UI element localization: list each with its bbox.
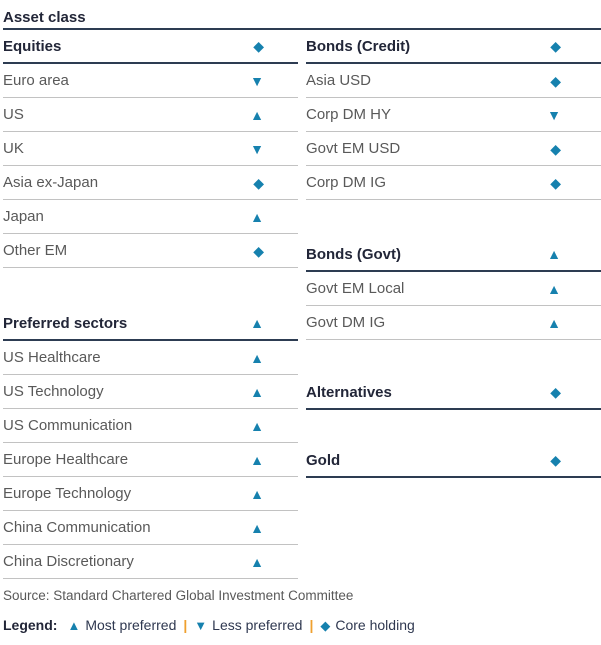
section-preferred-sectors: Preferred sectors ▲ US Healthcare ▲ US T… [3, 307, 298, 579]
table-row: China Discretionary ▲ [3, 545, 298, 579]
legend-label: Legend: [3, 617, 58, 633]
row-label: Corp DM IG [306, 174, 387, 191]
section-header-gold: Gold ◆ [306, 444, 601, 478]
core-holding-icon: ◆ [550, 384, 561, 400]
row-label: Govt EM USD [306, 140, 401, 157]
core-holding-icon: ◆ [253, 38, 264, 54]
core-holding-icon: ◆ [550, 140, 561, 157]
most-preferred-icon: ▲ [250, 553, 264, 570]
section-bonds-credit: Bonds (Credit) ◆ Asia USD ◆ Corp DM HY ▼… [306, 30, 601, 200]
most-preferred-icon: ▲ [250, 519, 264, 536]
section-header-bonds-govt: Bonds (Govt) ▲ [306, 238, 601, 272]
table-row: Europe Technology ▲ [3, 477, 298, 511]
section-header-bonds-credit: Bonds (Credit) ◆ [306, 30, 601, 64]
section-equities: Equities ◆ Euro area ▼ US ▲ UK ▼ Asia ex… [3, 30, 298, 268]
most-preferred-icon: ▲ [250, 208, 264, 225]
table-row: Japan ▲ [3, 200, 298, 234]
row-label: Japan [3, 208, 44, 225]
row-label: US Healthcare [3, 349, 101, 366]
table-row: Euro area ▼ [3, 64, 298, 98]
table-row: Asia ex-Japan ◆ [3, 166, 298, 200]
most-preferred-icon: ▲ [250, 315, 264, 331]
section-header-label: Gold [306, 451, 341, 469]
section-header-alternatives: Alternatives ◆ [306, 376, 601, 410]
row-label: US Technology [3, 383, 104, 400]
row-label: US Communication [3, 417, 133, 434]
row-label: Europe Healthcare [3, 451, 129, 468]
table-row: Govt EM USD ◆ [306, 132, 601, 166]
table-columns: Equities ◆ Euro area ▼ US ▲ UK ▼ Asia ex… [3, 30, 601, 579]
core-holding-icon: ◆ [550, 452, 561, 468]
row-label: US [3, 106, 24, 123]
table-row: Corp DM IG ◆ [306, 166, 601, 200]
legend: Legend: ▲ Most preferred | ▼ Less prefer… [3, 614, 601, 636]
legend-item-text: Core holding [335, 617, 415, 633]
table-row: China Communication ▲ [3, 511, 298, 545]
most-preferred-icon: ▲ [250, 451, 264, 468]
row-label: Asia USD [306, 72, 372, 89]
core-holding-icon: ◆ [253, 242, 264, 259]
right-column: Bonds (Credit) ◆ Asia USD ◆ Corp DM HY ▼… [306, 30, 601, 478]
table-row: US Healthcare ▲ [3, 341, 298, 375]
section-alternatives: Alternatives ◆ [306, 376, 601, 410]
table-row: UK ▼ [3, 132, 298, 166]
legend-item-text: Most preferred [85, 617, 177, 633]
section-header-equities: Equities ◆ [3, 30, 298, 64]
most-preferred-icon: ▲ [67, 617, 81, 633]
table-row: Asia USD ◆ [306, 64, 601, 98]
table-row: Other EM ◆ [3, 234, 298, 268]
table-row: US Technology ▲ [3, 375, 298, 409]
core-holding-icon: ◆ [320, 617, 331, 633]
row-label: China Discretionary [3, 553, 134, 570]
page-title: Asset class [3, 7, 601, 30]
core-holding-icon: ◆ [550, 174, 561, 191]
section-header-label: Bonds (Govt) [306, 245, 401, 263]
less-preferred-icon: ▼ [250, 140, 264, 157]
legend-separator: | [309, 617, 314, 633]
row-label: Corp DM HY [306, 106, 392, 123]
most-preferred-icon: ▲ [547, 314, 561, 331]
table-row: Corp DM HY ▼ [306, 98, 601, 132]
table-row: US Communication ▲ [3, 409, 298, 443]
most-preferred-icon: ▲ [547, 280, 561, 297]
less-preferred-icon: ▼ [194, 617, 208, 633]
row-label: Other EM [3, 242, 68, 259]
table-row: Europe Healthcare ▲ [3, 443, 298, 477]
row-label: Govt DM IG [306, 314, 386, 331]
row-label: Euro area [3, 72, 69, 89]
section-header-label: Bonds (Credit) [306, 37, 411, 55]
section-header-label: Preferred sectors [3, 314, 128, 332]
table-row: Govt DM IG ▲ [306, 306, 601, 340]
section-gold: Gold ◆ [306, 444, 601, 478]
section-header-label: Alternatives [306, 383, 392, 401]
core-holding-icon: ◆ [253, 174, 264, 191]
row-label: China Communication [3, 519, 151, 536]
most-preferred-icon: ▲ [250, 106, 264, 123]
core-holding-icon: ◆ [550, 72, 561, 89]
row-label: Govt EM Local [306, 280, 405, 297]
table-row: Govt EM Local ▲ [306, 272, 601, 306]
most-preferred-icon: ▲ [547, 246, 561, 262]
most-preferred-icon: ▲ [250, 485, 264, 502]
less-preferred-icon: ▼ [250, 72, 264, 89]
table-row: US ▲ [3, 98, 298, 132]
core-holding-icon: ◆ [550, 38, 561, 54]
most-preferred-icon: ▲ [250, 417, 264, 434]
section-bonds-govt: Bonds (Govt) ▲ Govt EM Local ▲ Govt DM I… [306, 238, 601, 340]
legend-separator: | [183, 617, 188, 633]
most-preferred-icon: ▲ [250, 349, 264, 366]
row-label: UK [3, 140, 24, 157]
section-header-label: Equities [3, 37, 62, 55]
left-column: Equities ◆ Euro area ▼ US ▲ UK ▼ Asia ex… [3, 30, 298, 579]
section-header-preferred-sectors: Preferred sectors ▲ [3, 307, 298, 341]
row-label: Asia ex-Japan [3, 174, 99, 191]
most-preferred-icon: ▲ [250, 383, 264, 400]
row-label: Europe Technology [3, 485, 132, 502]
source-note: Source: Standard Chartered Global Invest… [3, 588, 354, 603]
legend-item-text: Less preferred [212, 617, 303, 633]
less-preferred-icon: ▼ [547, 106, 561, 123]
